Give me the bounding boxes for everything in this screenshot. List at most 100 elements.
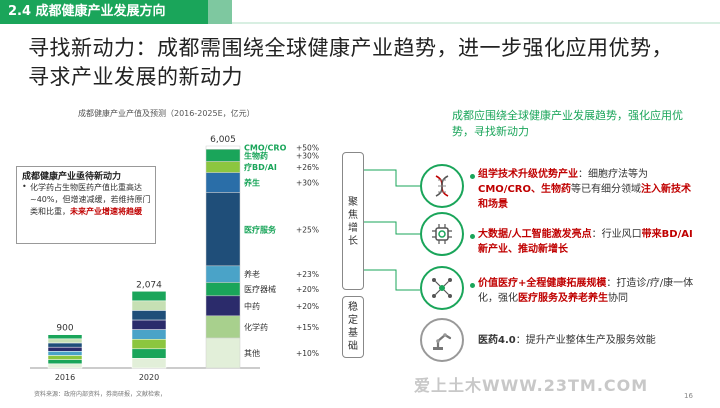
bar-2025-seg-0 (205, 145, 241, 150)
x-label-2016: 2016 (55, 373, 75, 382)
bar-2020-seg-2 (131, 310, 167, 321)
bar-2025-seg-7 (205, 295, 241, 317)
header-divider (232, 22, 720, 24)
robot-arm-icon (433, 333, 452, 350)
segment-label-1: 生物药 (244, 150, 268, 160)
item-genomics-highlight: CMO/CRO、生物药 (478, 184, 571, 195)
segment-label-9: 其他 (244, 348, 260, 358)
network-icon-circle (420, 266, 464, 310)
bar-2020-seg-3 (131, 319, 167, 330)
item-pharma40: 医药4.0：提升产业整体生产及服务效能 (478, 333, 700, 348)
value-label-2016: 900 (56, 324, 73, 334)
bar-2016-seg-7 (47, 363, 83, 369)
page-headline: 寻找新动力：成都需围绕全球健康产业趋势，进一步强化应用优势，寻求产业发展的新动力 (28, 36, 673, 89)
callout-box (16, 166, 156, 244)
dna-icon (435, 175, 449, 197)
robot-arm-icon-circle (420, 318, 464, 362)
segment-growth-8: +15% (296, 323, 319, 332)
bar-2025-seg-4 (205, 192, 241, 267)
x-label-2020: 2020 (139, 373, 159, 382)
segment-growth-5: +23% (296, 270, 319, 279)
segment-label-7: 中药 (244, 301, 260, 311)
item-genomics-highlight2: 注入新技术和场景 (478, 184, 691, 210)
bar-2025-seg-6 (205, 282, 241, 297)
item-genomics-lead: 组学技术升级优势产业 (478, 169, 578, 180)
bracket-stable-base-label: 稳定基础 (348, 302, 358, 352)
section-tag: 2.4 成都健康产业发展方向 (0, 0, 208, 24)
bracket-focus-growth (342, 152, 364, 290)
callout-body: 化学药占生物医药产值比重高达~40%，但增速减缓，若维持原门类和比重，未来产业增… (30, 182, 152, 218)
bar-2016-seg-0 (47, 334, 83, 340)
segment-label-6: 医疗器械 (244, 284, 276, 294)
segment-label-4: 医疗服务 (244, 224, 277, 234)
item-value-health: 价值医疗+全程健康拓展规模：打造诊/疗/康一体化，强化医疗服务及养老养生协同 (478, 276, 700, 306)
callout-bullet: • (22, 182, 27, 191)
item-genomics: 组学技术升级优势产业：细胞疗法等为 CMO/CRO、生物药等已有细分领域注入新技术… (478, 167, 700, 212)
item-pharma40-lead: 医药4.0 (478, 335, 516, 346)
segment-label-0: CMO/CRO (244, 144, 287, 153)
source-note: 资料来源：政府内部资料，券商研报，文献检索， (34, 391, 167, 398)
item-value-text2: 协同 (608, 293, 628, 304)
item-dot-1 (470, 174, 475, 179)
segment-label-5: 养老 (244, 269, 260, 279)
output-value-chart: 900 2016 2,074 2020 CMO/CRO +50% 生物药 +30% 疗BD/AI… (30, 135, 319, 382)
bar-2025-seg-9 (205, 337, 241, 369)
segment-growth-6: +20% (296, 285, 319, 294)
dna-icon-circle (420, 164, 464, 208)
network-icon (432, 278, 452, 298)
section-tag-accent (208, 0, 232, 24)
bar-2025-seg-1 (205, 149, 241, 162)
bar-2020-seg-1 (131, 300, 167, 311)
item-dot-2 (470, 234, 475, 239)
page-number: 16 (684, 392, 693, 400)
item-bigdata-highlight: 带来BD/AI新产业、推动新增长 (478, 229, 693, 255)
segment-growth-3: +30% (296, 179, 319, 188)
item-bigdata-ai: 大数据/人工智能激发亮点：行业风口带来BD/AI新产业、推动新增长 (478, 227, 700, 257)
callout-body-plain: 化学药占生物医药产值比重高达~40%，但增速减缓，若维持原门类和比重， (30, 183, 151, 216)
bar-2016-seg-6 (47, 359, 83, 365)
chart-title: 成都健康产业产值及预测（2016-2025E，亿元） (78, 109, 255, 118)
item-value-lead: 价值医疗+全程健康拓展规模 (478, 278, 607, 289)
segment-growth-4: +25% (296, 225, 319, 234)
bar-2016-seg-3 (47, 346, 83, 352)
item-dot-3 (470, 283, 475, 288)
bar-2016-seg-1 (47, 338, 83, 344)
value-label-2025E: 6,005 (210, 135, 236, 145)
segment-label-8: 化学药 (244, 322, 268, 332)
chip-icon (432, 224, 452, 244)
right-intro-text: 成都应围绕全球健康产业发展趋势，强化应用优势，寻找新动力 (452, 109, 683, 138)
bar-2020-seg-0 (131, 291, 167, 302)
bar-2025-seg-8 (205, 315, 241, 339)
bar-2020-seg-5 (131, 338, 167, 350)
bracket-focus-growth-label: 聚焦增长 (348, 197, 358, 247)
item-value-text1: ：打造诊/疗/康一体化，强化 (478, 278, 694, 304)
bracket-stable-base (342, 296, 364, 358)
item-pharma40-text1: ：提升产业整体生产及服务效能 (515, 335, 656, 346)
segment-label-3: 养生 (243, 178, 260, 188)
callout-body-highlight: 未来产业增速将趋缓 (70, 207, 142, 216)
bar-2016-seg-2 (47, 342, 83, 348)
bar-2016-seg-5 (47, 355, 83, 360)
bar-2025-seg-2 (205, 161, 241, 173)
bar-2020-seg-7 (131, 358, 167, 369)
item-genomics-text2: 等已有细分领域 (570, 184, 641, 195)
bar-2016-seg-4 (47, 351, 83, 356)
segment-growth-7: +20% (296, 302, 319, 311)
chip-icon-circle (420, 212, 464, 256)
segment-label-2: 疗BD/AI (244, 162, 277, 172)
value-label-2020: 2,074 (136, 280, 162, 290)
item-bigdata-text1: ：行业风口 (591, 229, 642, 240)
bar-2020-seg-4 (131, 329, 167, 340)
bar-2020-seg-6 (131, 348, 167, 359)
callout-title: 成都健康产业亟待新动力 (22, 172, 122, 182)
bar-2025-seg-5 (205, 265, 241, 283)
segment-growth-2: +26% (296, 163, 319, 172)
item-bigdata-lead: 大数据/人工智能激发亮点 (478, 229, 592, 240)
item-value-highlight: 医疗服务及养老养生 (518, 293, 608, 304)
segment-growth-1: +30% (296, 151, 319, 160)
segment-growth-0: +50% (296, 144, 319, 153)
segment-growth-9: +10% (296, 349, 319, 358)
watermark: 爱上土木WWW.23TM.COM (414, 376, 649, 395)
bar-2025-seg-3 (205, 172, 241, 193)
item-genomics-text1: ：细胞疗法等为 (578, 169, 648, 180)
